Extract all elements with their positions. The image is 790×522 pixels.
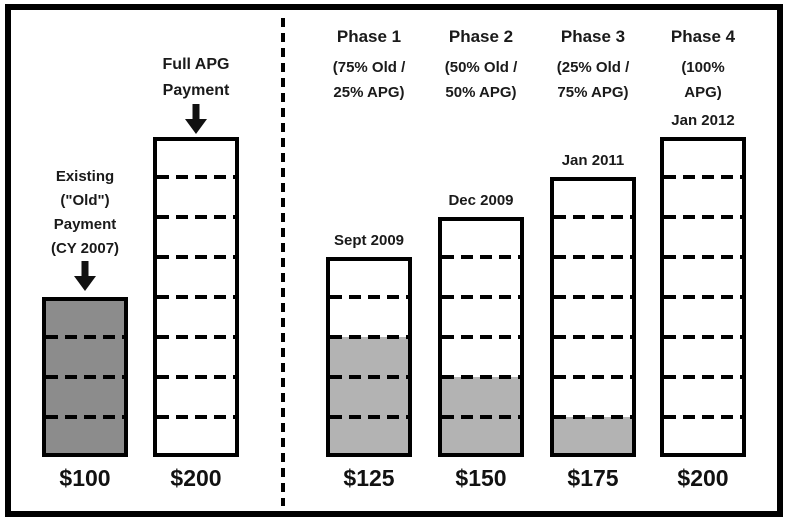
section-divider-dashed-line [281, 18, 285, 506]
phase-2-bar [438, 217, 524, 457]
mix-line: 25% APG) [333, 84, 405, 101]
segment-divider-line [554, 255, 632, 259]
full-apg-payment-label: Full APG Payment [136, 52, 256, 104]
value-label: $175 [567, 465, 619, 491]
phase-4-title: Phase 4 [670, 27, 736, 46]
full-apg-payment-column: Full APG Payment $200 [153, 0, 239, 522]
phase-4-bar [660, 137, 746, 457]
phase-3-column: Phase 3 (25% Old / 75% APG) Jan 2011 $17… [550, 0, 636, 522]
segment-divider-line [157, 375, 235, 379]
full-apg-label-line: Payment [162, 82, 230, 99]
existing-payment-label-line: Payment [53, 216, 117, 233]
value-label: $200 [677, 465, 729, 491]
segment-divider-line [157, 335, 235, 339]
mix-line: (100% [681, 59, 725, 76]
segment-divider-line [157, 415, 235, 419]
segment-divider-line [330, 415, 408, 419]
phase-3-title: Phase 3 [560, 27, 626, 46]
value-label: $150 [455, 465, 507, 491]
segment-divider-line [664, 295, 742, 299]
phase-4-column: Phase 4 (100% APG) Jan 2012 $200 [660, 0, 746, 522]
existing-payment-label-line: (CY 2007) [50, 240, 120, 257]
segment-divider-line [664, 215, 742, 219]
phase-2-mix-label: (50% Old / 50% APG) [421, 55, 541, 105]
segment-divider-line [442, 295, 520, 299]
segment-divider-line [442, 255, 520, 259]
value-label: $100 [59, 465, 111, 491]
old-portion-fill [330, 337, 408, 453]
phase-3-mix-label: (25% Old / 75% APG) [533, 55, 653, 105]
segment-divider-line [664, 335, 742, 339]
segment-divider-line [554, 415, 632, 419]
segment-divider-line [554, 375, 632, 379]
segment-divider-line [554, 335, 632, 339]
phase-1-title: Phase 1 [336, 27, 402, 46]
phase-1-mix-label: (75% Old / 25% APG) [309, 55, 429, 105]
segment-divider-line [554, 215, 632, 219]
existing-old-payment-bar [42, 297, 128, 457]
existing-payment-label-line: Existing [55, 168, 115, 185]
segment-divider-line [157, 295, 235, 299]
segment-divider-line [157, 215, 235, 219]
existing-payment-label: Existing ("Old") Payment (CY 2007) [25, 165, 145, 261]
phase-3-date-label: Jan 2011 [561, 152, 625, 169]
down-arrow-icon [72, 261, 98, 291]
segment-divider-line [330, 375, 408, 379]
mix-line: 50% APG) [445, 84, 517, 101]
segment-divider-line [664, 175, 742, 179]
phase-1-bar [326, 257, 412, 457]
full-apg-label-line: Full APG [162, 56, 230, 73]
segment-divider-line [664, 255, 742, 259]
segment-divider-line [442, 335, 520, 339]
segment-divider-line [664, 375, 742, 379]
full-apg-payment-bar [153, 137, 239, 457]
mix-line: (50% Old / [444, 59, 518, 76]
mix-line: APG) [684, 84, 722, 101]
phase-4-date-label: Jan 2012 [671, 112, 735, 129]
segment-divider-line [46, 415, 124, 419]
phase-1-date-label: Sept 2009 [333, 232, 405, 249]
segment-divider-line [442, 415, 520, 419]
value-label: $200 [170, 465, 222, 491]
mix-line: 75% APG) [557, 84, 629, 101]
existing-old-payment-column: Existing ("Old") Payment (CY 2007) $100 [42, 0, 128, 522]
segment-divider-line [46, 335, 124, 339]
segment-divider-line [442, 375, 520, 379]
phase-1-column: Phase 1 (75% Old / 25% APG) Sept 2009 $1… [326, 0, 412, 522]
phase-4-mix-label: (100% APG) [643, 55, 763, 105]
down-arrow-icon [183, 104, 209, 134]
mix-line: (25% Old / [556, 59, 630, 76]
segment-divider-line [157, 175, 235, 179]
value-label: $125 [343, 465, 395, 491]
segment-divider-line [664, 415, 742, 419]
segment-divider-line [554, 295, 632, 299]
old-portion-fill [554, 417, 632, 453]
phase-3-bar [550, 177, 636, 457]
phase-2-date-label: Dec 2009 [448, 192, 514, 209]
segment-divider-line [330, 295, 408, 299]
phase-2-column: Phase 2 (50% Old / 50% APG) Dec 2009 $15… [438, 0, 524, 522]
phase-2-title: Phase 2 [448, 27, 514, 46]
segment-divider-line [157, 255, 235, 259]
segment-divider-line [46, 375, 124, 379]
existing-payment-label-line: ("Old") [60, 192, 110, 209]
segment-divider-line [330, 335, 408, 339]
mix-line: (75% Old / [332, 59, 406, 76]
